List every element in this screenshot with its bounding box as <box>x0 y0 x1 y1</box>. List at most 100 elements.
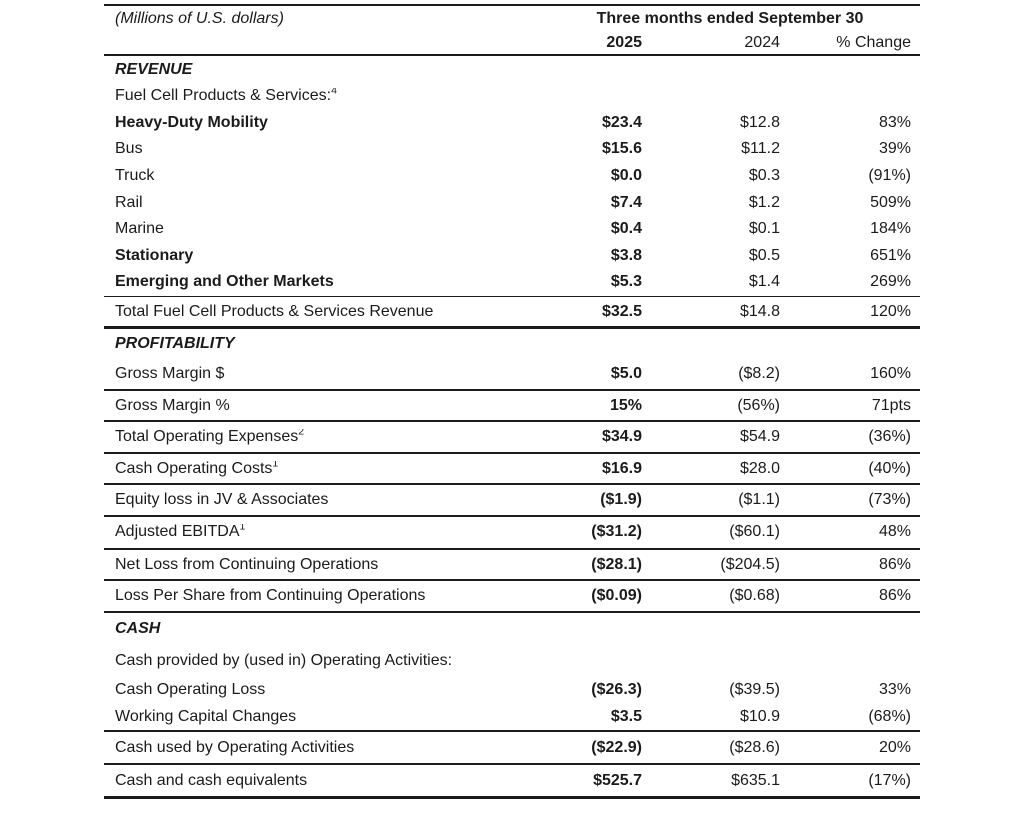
cell-value-2024: $11.2 <box>741 140 780 158</box>
row-label: REVENUE <box>115 61 193 78</box>
cell-value-2024: ($28.6) <box>729 738 780 756</box>
table-row: Equity loss in JV & Associates ($1.9) ($1.… <box>104 485 920 515</box>
table-row: Loss Per Share from Continuing Operation… <box>104 581 920 611</box>
cell-value-change: 83% <box>878 113 911 131</box>
divider-rule <box>104 326 920 330</box>
cell-value-2025: $5.3 <box>610 273 642 291</box>
cell-value-2025: $32.5 <box>601 302 642 320</box>
row-label: Adjusted EBITDA1 <box>104 524 522 540</box>
cell-value-2025: $7.4 <box>610 193 642 211</box>
divider-rule <box>104 451 920 454</box>
table-row: Cash used by Operating Activities ($22.9)… <box>104 732 920 763</box>
footnote-marker: 1 <box>239 524 246 533</box>
divider-rule <box>104 420 920 423</box>
row-label: Emerging and Other Markets <box>115 274 334 291</box>
cell-value-2025: $16.9 <box>601 459 642 477</box>
divider-rule <box>104 610 920 614</box>
cell-value-2024: $10.9 <box>739 707 780 725</box>
period-label: Three months ended September 30 <box>596 9 864 27</box>
table-row: Cash Operating Loss ($26.3) ($39.5) 33% <box>104 676 920 703</box>
row-label: Stationary <box>115 247 194 264</box>
table-row: Truck $0.0 $0.3 (91%) <box>104 163 920 190</box>
cell-value-change: 120% <box>870 302 911 320</box>
row-label: Truck <box>115 168 155 185</box>
cell-value-2025: 15% <box>609 396 642 414</box>
row-label: Heavy-Duty Mobility <box>115 114 268 131</box>
row-label: Marine <box>115 221 164 238</box>
cell-value-change: 184% <box>870 220 911 238</box>
row-label: Total Operating Expenses2 <box>104 429 522 445</box>
cell-value-change: 71pts <box>871 396 911 414</box>
divider-rule <box>104 579 920 582</box>
section-header-row: PROFITABILITY <box>104 329 920 359</box>
table-row: Fuel Cell Products & Services:4 <box>104 83 920 110</box>
row-label: Total Fuel Cell Products & Services Reve… <box>115 303 434 320</box>
cell-value-change: (17%) <box>868 771 911 789</box>
row-label: Fuel Cell Products & Services:4 <box>104 88 522 104</box>
table-row: Adjusted EBITDA1 ($31.2) ($60.1) 48% <box>104 517 920 548</box>
cell-value-2025: $23.4 <box>601 113 642 131</box>
cell-value-change: 20% <box>878 738 911 756</box>
divider-rule <box>104 295 920 298</box>
header-row-period: (Millions of U.S. dollars) Three months … <box>104 6 920 31</box>
row-label: Rail <box>115 194 143 211</box>
row-label: Net Loss from Continuing Operations <box>115 556 379 573</box>
cell-value-2024: $12.8 <box>739 113 780 131</box>
table-row: Cash and cash equivalents $525.7 $635.1 (17… <box>104 765 920 796</box>
cell-value-2024: $28.0 <box>739 459 780 477</box>
cell-value-change: 33% <box>878 680 911 698</box>
cell-value-change: 48% <box>878 523 911 541</box>
cell-value-2024: $0.3 <box>748 167 780 185</box>
cell-value-2025: $0.0 <box>610 167 642 185</box>
column-header-2024: 2024 <box>744 33 780 51</box>
cell-value-2025: ($31.2) <box>591 523 642 541</box>
divider-rule <box>104 514 920 517</box>
table-row: Stationary $3.8 $0.5 651% <box>104 243 920 270</box>
table-row: Cash provided by (used in) Operating Act… <box>104 645 920 676</box>
row-label: Bus <box>115 141 143 158</box>
divider-rule <box>104 730 920 733</box>
header-rule <box>104 54 920 56</box>
row-label: Working Capital Changes <box>115 708 297 725</box>
row-label: Cash and cash equivalents <box>115 772 308 789</box>
cell-value-change: 39% <box>878 140 911 158</box>
row-label: Cash Operating Loss <box>115 681 266 698</box>
cell-value-2024: $0.5 <box>748 246 780 264</box>
row-label: Cash provided by (used in) Operating Act… <box>115 652 453 669</box>
cell-value-2024: ($204.5) <box>720 555 780 573</box>
table-row: Total Fuel Cell Products & Services Reve… <box>104 297 920 326</box>
row-label: Gross Margin % <box>115 397 230 414</box>
cell-value-2024: $635.1 <box>731 771 780 789</box>
unit-label: (Millions of U.S. dollars) <box>115 9 284 27</box>
row-label: Cash Operating Costs1 <box>104 461 522 477</box>
cell-value-2024: (56%) <box>737 396 780 414</box>
top-rule <box>104 4 920 6</box>
cell-value-2024: $1.2 <box>748 193 780 211</box>
cell-value-2024: ($60.1) <box>729 523 780 541</box>
cell-value-2025: $15.6 <box>601 140 642 158</box>
cell-value-2025: $34.9 <box>601 428 642 445</box>
cell-value-2024: $1.4 <box>748 273 780 291</box>
row-label: Equity loss in JV & Associates <box>115 492 329 508</box>
divider-rule <box>104 547 920 550</box>
cell-value-change: 86% <box>878 555 911 573</box>
column-header-change: % Change <box>836 33 911 51</box>
cell-value-2025: ($1.9) <box>600 491 642 508</box>
cell-value-change: 86% <box>878 587 911 604</box>
footnote-marker: 1 <box>272 460 279 470</box>
table-row: Cash Operating Costs1 $16.9 $28.0 (40%) <box>104 454 920 484</box>
table-row: Total Operating Expenses2 $34.9 $54.9 (36%) <box>104 422 920 452</box>
cell-value-change: (36%) <box>868 428 911 445</box>
section-header-row: CASH <box>104 613 920 645</box>
row-label: PROFITABILITY <box>115 336 235 353</box>
cell-value-change: 509% <box>870 193 911 211</box>
table-row: Working Capital Changes $3.5 $10.9 (68%) <box>104 703 920 730</box>
cell-value-2025: $3.5 <box>610 707 642 725</box>
table-row: Rail $7.4 $1.2 509% <box>104 189 920 216</box>
cell-value-2025: ($28.1) <box>591 555 642 573</box>
cell-value-2024: ($8.2) <box>738 365 780 382</box>
header-row-columns: 2025 2024 % Change <box>104 31 920 54</box>
cell-value-2024: $0.1 <box>748 220 780 238</box>
cell-value-2025: $5.0 <box>610 365 642 382</box>
cell-value-change: 160% <box>870 365 911 382</box>
